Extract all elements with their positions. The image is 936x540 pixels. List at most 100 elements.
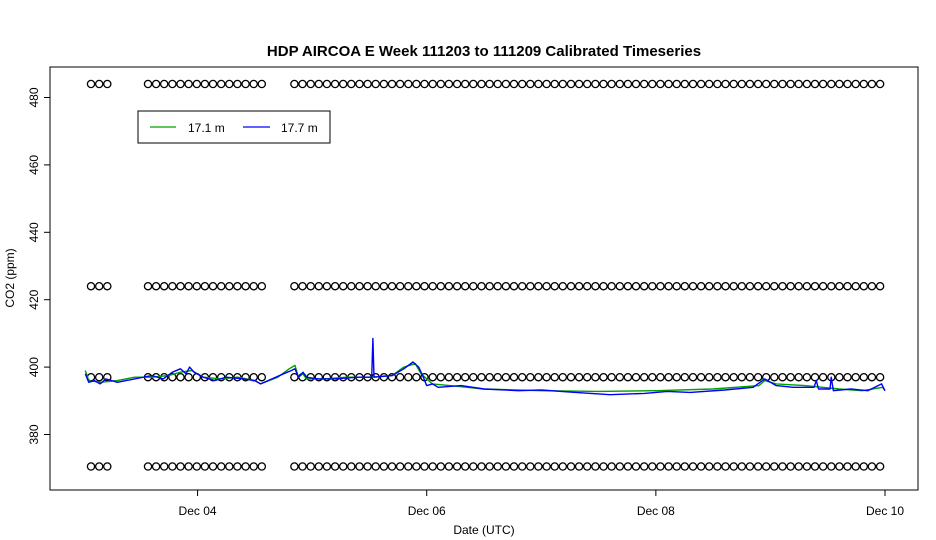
calibration-marker (607, 281, 616, 291)
calibration-marker (216, 462, 226, 471)
calibration-marker (322, 79, 332, 89)
calibration-marker (835, 281, 844, 291)
calibration-marker (379, 79, 389, 89)
calibration-marker (672, 281, 681, 291)
calibration-marker (485, 79, 494, 89)
calibration-marker (428, 462, 437, 471)
calibration-marker (233, 281, 242, 291)
calibration-marker (298, 79, 307, 89)
calibration-marker (778, 281, 787, 291)
calibration-markers (86, 79, 885, 471)
calibration-marker (460, 79, 470, 89)
calibration-marker (184, 372, 193, 382)
calibration-marker (713, 372, 722, 382)
calibration-marker (664, 372, 673, 382)
calibration-marker (330, 79, 340, 89)
calibration-marker (534, 281, 543, 291)
calibration-marker (656, 281, 665, 291)
calibration-marker (582, 79, 592, 89)
series-line-1 (84, 337, 886, 396)
calibration-marker (469, 281, 478, 291)
calibration-marker (184, 79, 193, 89)
calibration-marker (753, 281, 763, 291)
series-line-0 (84, 363, 886, 393)
calibration-marker (558, 281, 568, 291)
calibration-marker (216, 281, 226, 291)
calibration-marker (330, 281, 340, 291)
calibration-marker (835, 372, 844, 382)
calibration-marker (558, 462, 568, 471)
calibration-marker (379, 462, 389, 471)
calibration-marker (729, 462, 738, 471)
calibration-marker (241, 372, 250, 382)
calibration-marker (233, 462, 242, 471)
calibration-marker (216, 79, 226, 89)
calibration-marker (290, 281, 299, 291)
calibration-marker (664, 462, 673, 471)
x-tick-label: Dec 04 (179, 504, 217, 518)
calibration-marker (322, 372, 332, 382)
calibration-marker (501, 79, 511, 89)
calibration-marker (526, 462, 535, 471)
calibration-marker (501, 462, 511, 471)
calibration-marker (599, 372, 608, 382)
calibration-marker (639, 79, 649, 89)
calibration-marker (753, 462, 763, 471)
calibration-marker (648, 281, 657, 291)
calibration-marker (656, 372, 665, 382)
calibration-marker (176, 281, 185, 291)
calibration-marker (225, 281, 234, 291)
calibration-marker (851, 372, 860, 382)
calibration-marker (159, 281, 169, 291)
calibration-marker (851, 281, 860, 291)
calibration-marker (753, 79, 763, 89)
calibration-marker (241, 79, 250, 89)
calibration-marker (306, 462, 315, 471)
calibration-marker (151, 462, 161, 471)
calibration-marker (517, 372, 527, 382)
calibration-marker (574, 79, 584, 89)
x-tick-label: Dec 10 (866, 504, 904, 518)
calibration-marker (436, 281, 446, 291)
calibration-marker (875, 462, 885, 471)
calibration-marker (355, 281, 364, 291)
calibration-marker (355, 79, 364, 89)
calibration-marker (363, 462, 372, 471)
calibration-marker (452, 281, 462, 291)
calibration-marker (827, 462, 836, 471)
calibration-marker (607, 372, 616, 382)
calibration-marker (347, 281, 356, 291)
calibration-marker (875, 79, 885, 89)
calibration-marker (184, 462, 193, 471)
calibration-marker (591, 462, 600, 471)
calibration-marker (680, 462, 690, 471)
calibration-marker (469, 79, 478, 89)
calibration-marker (802, 79, 812, 89)
calibration-marker (103, 372, 112, 382)
calibration-marker (509, 462, 519, 471)
calibration-marker (542, 281, 551, 291)
calibration-marker (485, 281, 494, 291)
calibration-marker (208, 462, 218, 471)
calibration-marker (704, 281, 714, 291)
y-tick-label: 480 (27, 87, 41, 107)
calibration-marker (501, 372, 511, 382)
calibration-marker (395, 281, 405, 291)
calibration-marker (151, 281, 161, 291)
calibration-marker (843, 281, 852, 291)
calibration-marker (428, 281, 437, 291)
calibration-marker (298, 462, 307, 471)
calibration-marker (558, 79, 568, 89)
calibration-marker (599, 462, 608, 471)
calibration-marker (477, 79, 486, 89)
calibration-marker (94, 462, 104, 471)
calibration-marker (696, 281, 706, 291)
calibration-marker (534, 79, 543, 89)
calibration-marker (778, 462, 787, 471)
calibration-marker (582, 372, 592, 382)
calibration-marker (517, 281, 527, 291)
calibration-marker (501, 281, 511, 291)
series-lines (84, 337, 886, 396)
calibration-marker (770, 372, 779, 382)
